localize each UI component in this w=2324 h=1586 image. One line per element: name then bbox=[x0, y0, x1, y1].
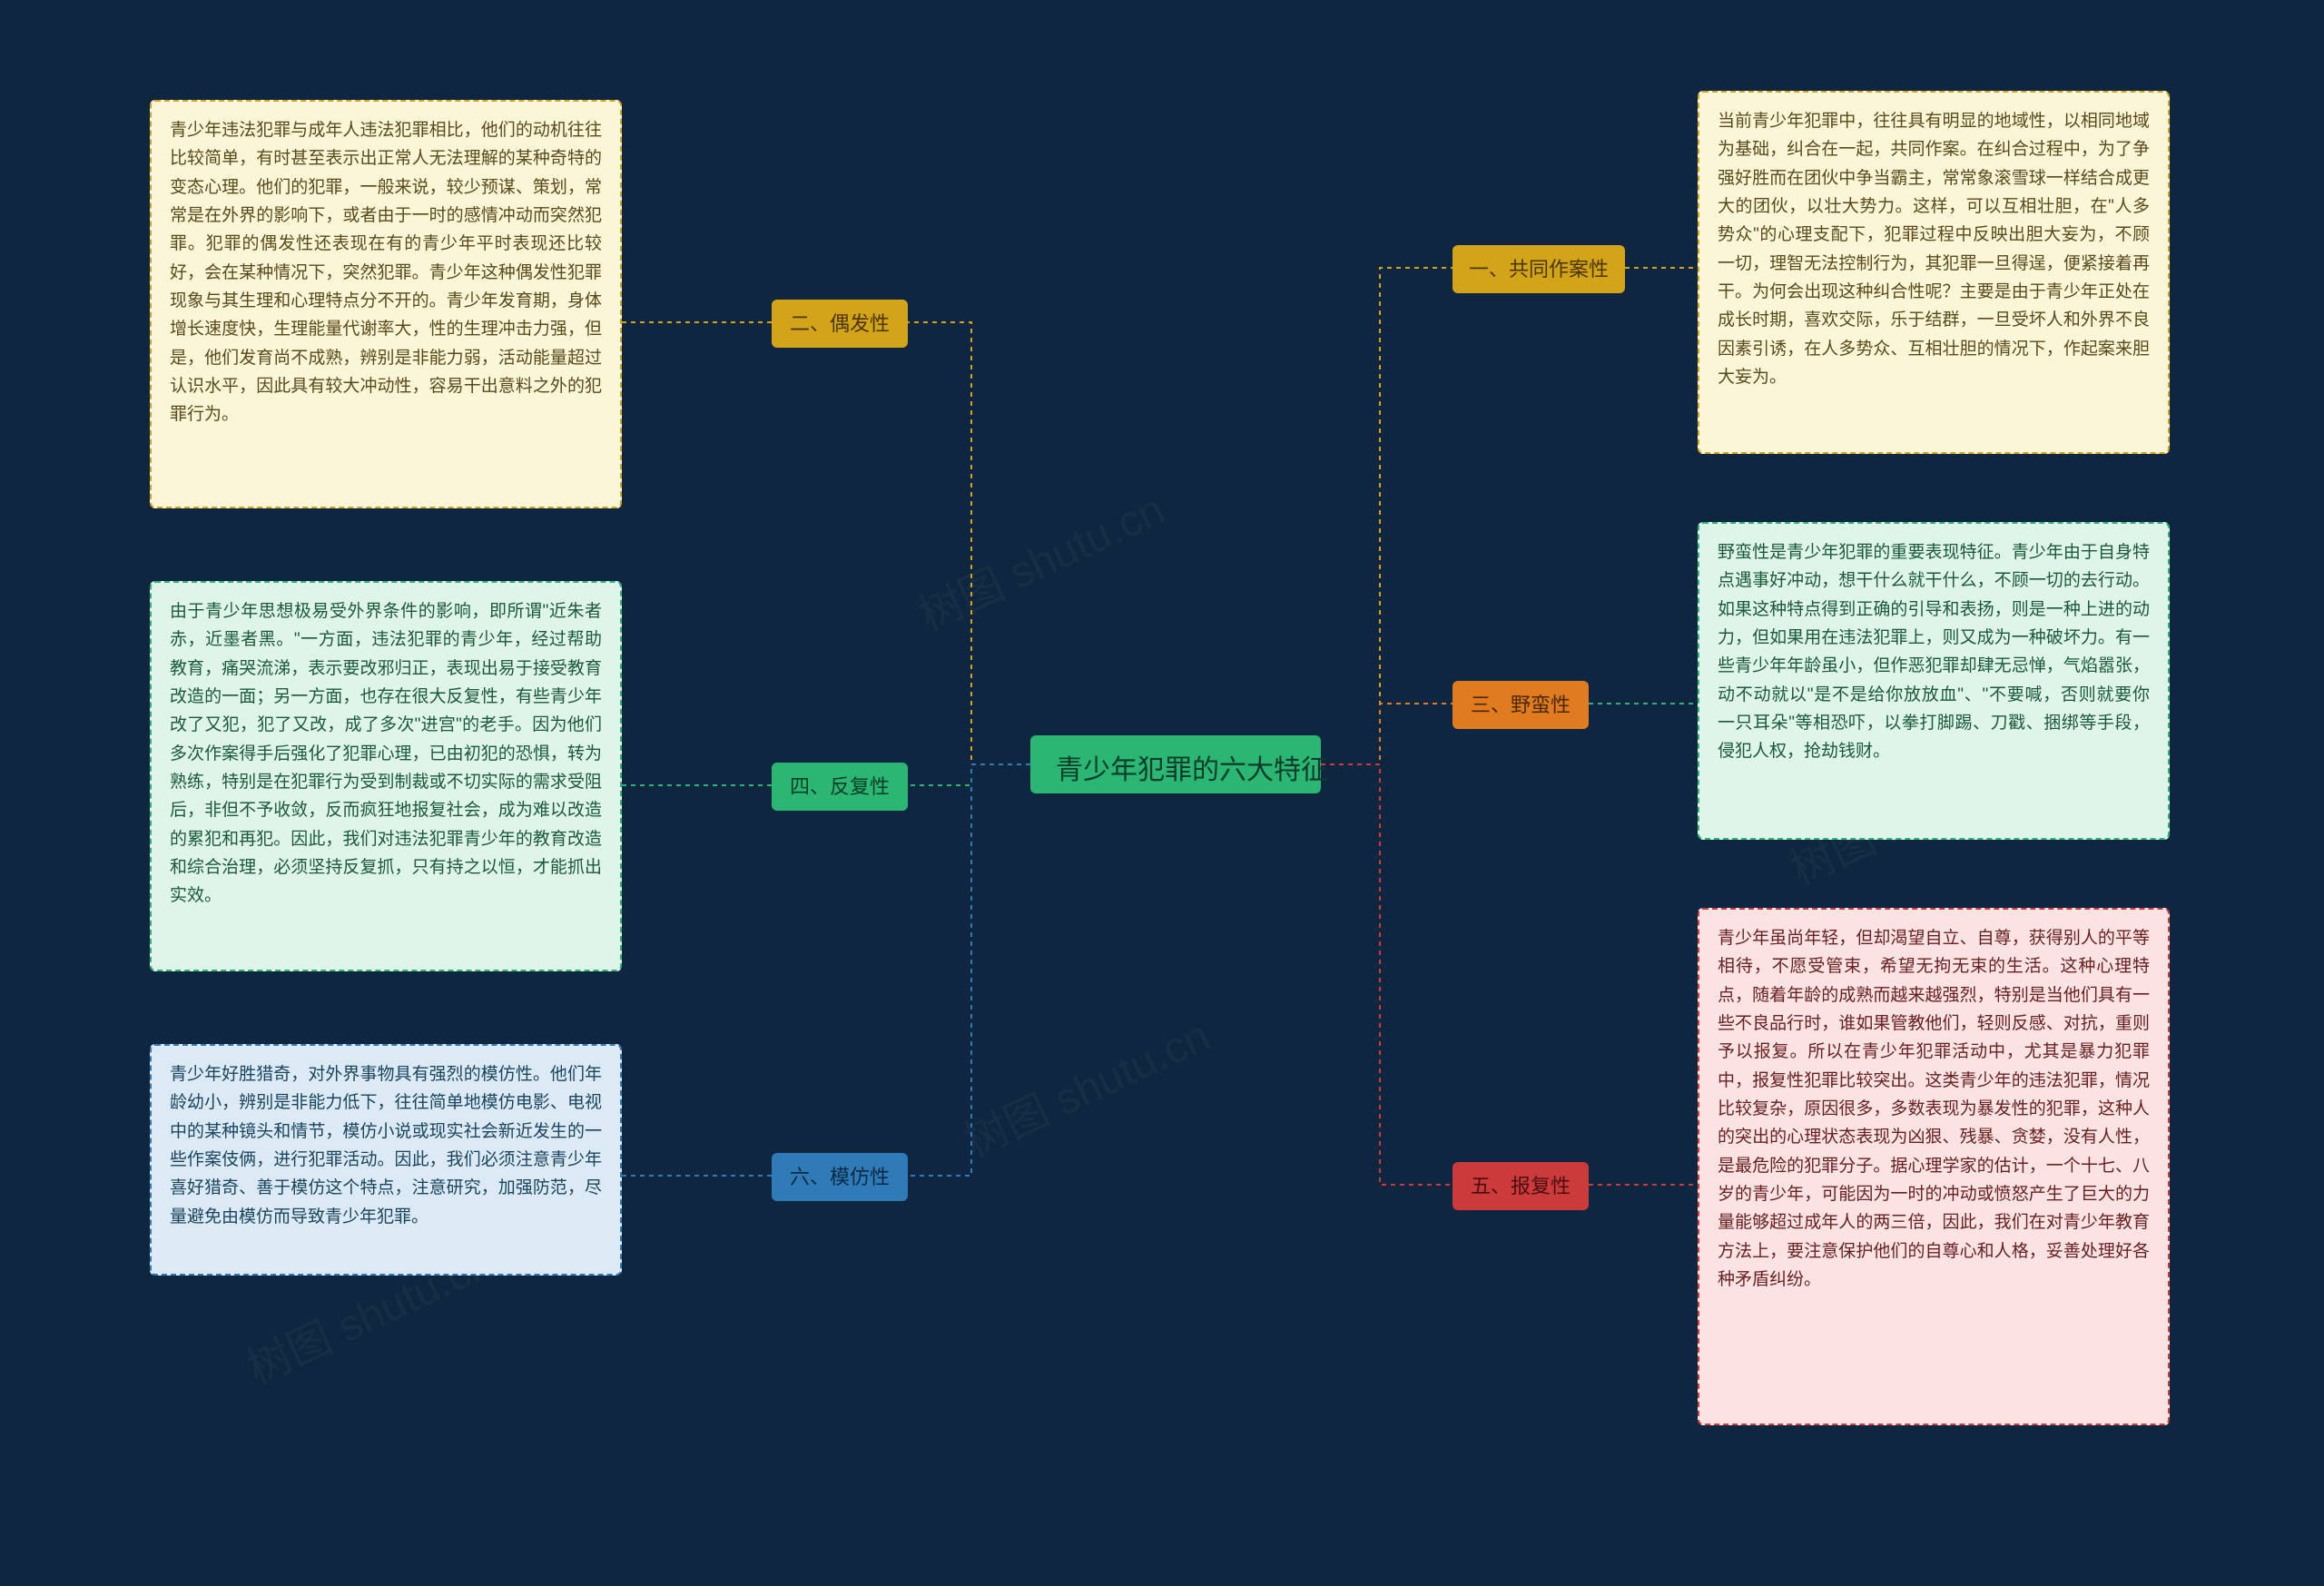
detail-box-b5: 青少年虽尚年轻，但却渴望自立、自尊，获得别人的平等相待，不愿受管束，希望无拘无束… bbox=[1698, 908, 2170, 1425]
detail-box-b1: 当前青少年犯罪中，往往具有明显的地域性，以相同地域为基础，纠合在一起，共同作案。… bbox=[1698, 91, 2170, 454]
center-node: 青少年犯罪的六大特征 bbox=[1030, 735, 1321, 793]
detail-box-b2: 青少年违法犯罪与成年人违法犯罪相比，他们的动机往往比较简单，有时甚至表示出正常人… bbox=[150, 100, 622, 508]
branch-node-b1: 一、共同作案性 bbox=[1452, 245, 1625, 293]
detail-box-b3: 野蛮性是青少年犯罪的重要表现特征。青少年由于自身特点遇事好冲动，想干什么就干什么… bbox=[1698, 522, 2170, 840]
branch-node-b5: 五、报复性 bbox=[1452, 1162, 1589, 1210]
watermark: 树图 shutu.cn bbox=[952, 1000, 1218, 1169]
branch-node-b6: 六、模仿性 bbox=[772, 1153, 908, 1201]
branch-node-b2: 二、偶发性 bbox=[772, 300, 908, 348]
branch-node-b3: 三、野蛮性 bbox=[1452, 681, 1589, 729]
branch-node-b4: 四、反复性 bbox=[772, 763, 908, 811]
detail-box-b6: 青少年好胜猎奇，对外界事物具有强烈的模仿性。他们年龄幼小，辨别是非能力低下，往往… bbox=[150, 1044, 622, 1276]
watermark: 树图 shutu.cn bbox=[907, 474, 1173, 643]
detail-box-b4: 由于青少年思想极易受外界条件的影响，即所谓"近朱者赤，近墨者黑。"一方面，违法犯… bbox=[150, 581, 622, 971]
